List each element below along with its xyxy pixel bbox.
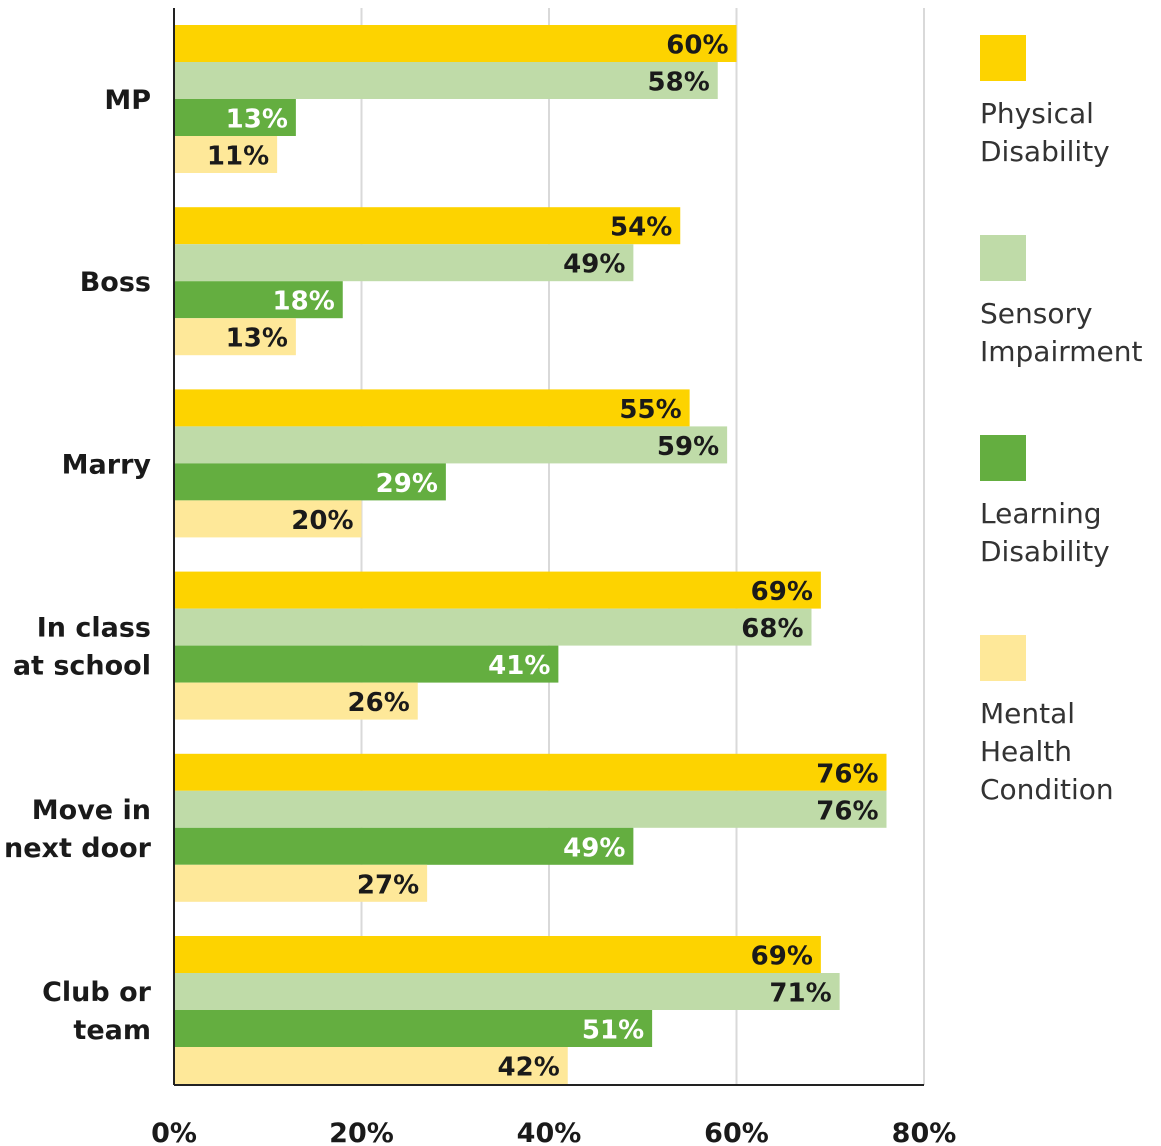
- bars: [175, 25, 887, 1084]
- bar-value-label: 55%: [619, 395, 681, 425]
- bar-value-label: 13%: [226, 105, 288, 135]
- legend-label: Learning Disability: [980, 497, 1110, 568]
- x-tick-label: 40%: [517, 1118, 582, 1146]
- bar-value-label: 42%: [498, 1053, 560, 1083]
- category-label: Club or team: [42, 977, 152, 1046]
- bar: [175, 682, 418, 720]
- grid-lines: [360, 8, 925, 1085]
- bar-value-label: 18%: [273, 287, 335, 317]
- bar-value-label: 69%: [751, 577, 813, 607]
- value-labels: 60% 58% 13% 11% 54% 49% 18% 13% 55% 59% 29% 20% 69% 6…: [207, 31, 879, 1083]
- bar: [175, 244, 634, 282]
- bar-value-label: 49%: [563, 250, 625, 280]
- bar-value-label: 69%: [751, 942, 813, 972]
- legend-label: Mental Health Condition: [980, 697, 1114, 806]
- legend-item: Mental Health Condition: [980, 635, 1114, 806]
- legend-label: Sensory Impairment: [980, 297, 1143, 368]
- legend-swatch: [980, 635, 1026, 681]
- legend-label: Physical Disability: [980, 97, 1110, 168]
- bar: [175, 827, 634, 865]
- bar: [175, 753, 887, 791]
- bar-value-label: 60%: [666, 31, 728, 61]
- bar-value-label: 76%: [816, 796, 878, 826]
- legend: Physical Disability Sensory Impairment Learn…: [980, 35, 1143, 806]
- bar: [175, 500, 362, 538]
- bar: [175, 973, 840, 1010]
- bar-value-label: 27%: [357, 870, 419, 900]
- bar: [175, 136, 278, 173]
- bar: [175, 207, 681, 245]
- category-label: Boss: [80, 267, 151, 298]
- bar-value-label: 26%: [348, 688, 410, 718]
- bar: [175, 99, 296, 136]
- x-tick-label: 20%: [329, 1118, 394, 1146]
- bar: [175, 936, 821, 973]
- axes: [173, 8, 924, 1086]
- bar: [175, 463, 446, 501]
- bar-value-label: 71%: [769, 979, 831, 1009]
- bar: [175, 25, 737, 62]
- bar-value-label: 41%: [488, 651, 550, 681]
- legend-item: Physical Disability: [980, 35, 1110, 168]
- bar-value-label: 59%: [657, 432, 719, 462]
- x-axis-tick-labels: 0% 20% 40% 60% 80%: [151, 1118, 956, 1146]
- bar-value-label: 51%: [582, 1016, 644, 1046]
- category-label: Move in next door: [4, 795, 152, 864]
- bar-value-label: 11%: [207, 142, 269, 172]
- bar: [175, 645, 559, 683]
- category-label: MP: [104, 85, 151, 116]
- legend-swatch: [980, 435, 1026, 481]
- bar: [175, 1047, 568, 1084]
- bar-value-label: 76%: [816, 759, 878, 789]
- bar-value-label: 54%: [610, 213, 672, 243]
- legend-swatch: [980, 35, 1026, 81]
- bar: [175, 1010, 653, 1047]
- bar: [175, 426, 728, 464]
- bar: [175, 571, 821, 609]
- bar-value-label: 49%: [563, 833, 625, 863]
- bar: [175, 389, 690, 427]
- bar-value-label: 29%: [376, 469, 438, 499]
- bar-value-label: 58%: [648, 68, 710, 98]
- legend-swatch: [980, 235, 1026, 281]
- bar: [175, 790, 887, 828]
- bar-value-label: 20%: [291, 506, 353, 536]
- legend-item: Sensory Impairment: [980, 235, 1143, 368]
- bar: [175, 318, 296, 356]
- category-labels: MP Boss Marry In class at school Move in next …: [4, 85, 152, 1046]
- category-label: In class at school: [13, 613, 151, 682]
- legend-item: Learning Disability: [980, 435, 1110, 568]
- category-label: Marry: [62, 449, 152, 480]
- x-tick-label: 0%: [151, 1118, 197, 1146]
- bar-value-label: 68%: [741, 614, 803, 644]
- bar: [175, 62, 718, 99]
- bar-value-label: 13%: [226, 324, 288, 354]
- bar: [175, 864, 428, 902]
- bar: [175, 608, 812, 646]
- bar: [175, 281, 343, 319]
- x-tick-label: 80%: [892, 1118, 957, 1146]
- x-tick-label: 60%: [704, 1118, 769, 1146]
